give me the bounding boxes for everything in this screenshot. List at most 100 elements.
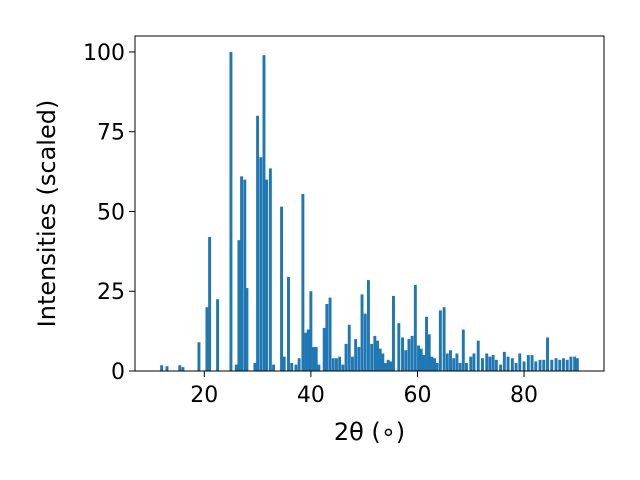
bar-53 bbox=[381, 353, 385, 371]
bar-88 bbox=[494, 359, 498, 371]
bar-21 bbox=[280, 206, 284, 371]
bar-41 bbox=[344, 343, 348, 371]
bar-73 bbox=[442, 307, 446, 371]
bar-72 bbox=[438, 310, 442, 371]
y-tick-label-4: 100 bbox=[83, 41, 125, 66]
bar-9 bbox=[234, 364, 238, 371]
bar-70 bbox=[433, 358, 436, 371]
bar-90 bbox=[502, 351, 506, 371]
bar-68 bbox=[427, 334, 431, 371]
bar-89 bbox=[499, 364, 503, 371]
bar-54 bbox=[384, 363, 387, 371]
y-tick-label-1: 25 bbox=[97, 280, 125, 305]
x-tick-label-0: 20 bbox=[190, 383, 218, 408]
bar-35 bbox=[325, 304, 329, 371]
bar-99 bbox=[538, 359, 542, 371]
bar-108 bbox=[573, 356, 577, 371]
bar-93 bbox=[514, 363, 518, 371]
bar-11 bbox=[240, 176, 244, 371]
bar-97 bbox=[530, 355, 534, 371]
bar-14 bbox=[253, 363, 257, 371]
bar-47 bbox=[363, 313, 367, 371]
bar-91 bbox=[506, 356, 510, 371]
bar-80 bbox=[465, 363, 468, 371]
bar-2 bbox=[178, 365, 182, 371]
bar-87 bbox=[491, 355, 495, 371]
bar-13 bbox=[245, 288, 249, 371]
bar-107 bbox=[569, 356, 573, 371]
bar-106 bbox=[565, 359, 569, 371]
bar-29 bbox=[306, 329, 310, 371]
bar-18 bbox=[265, 179, 269, 371]
bar-65 bbox=[419, 348, 423, 371]
bar-63 bbox=[413, 284, 417, 371]
bar-109 bbox=[575, 358, 579, 371]
bar-75 bbox=[449, 350, 452, 371]
bar-57 bbox=[392, 296, 395, 371]
x-ticks-group: 20 40 60 80 bbox=[190, 371, 538, 408]
bar-101 bbox=[546, 337, 549, 371]
bar-42 bbox=[347, 324, 351, 371]
bar-0 bbox=[160, 365, 164, 371]
bar-52 bbox=[378, 348, 382, 371]
bar-6 bbox=[208, 237, 212, 371]
bar-59 bbox=[401, 337, 405, 371]
bar-84 bbox=[481, 358, 484, 371]
bar-60 bbox=[404, 350, 408, 371]
bar-38 bbox=[334, 358, 338, 371]
bar-103 bbox=[554, 358, 558, 371]
bar-16 bbox=[259, 157, 263, 371]
bar-37 bbox=[331, 358, 335, 371]
bar-27 bbox=[301, 193, 305, 371]
bar-64 bbox=[417, 345, 420, 371]
bar-49 bbox=[370, 343, 374, 371]
bar-40 bbox=[341, 364, 345, 371]
bar-86 bbox=[488, 356, 492, 371]
bar-102 bbox=[550, 359, 554, 371]
bar-5 bbox=[205, 307, 209, 371]
bar-1 bbox=[165, 366, 169, 371]
bar-94 bbox=[518, 353, 522, 371]
bar-51 bbox=[376, 340, 379, 371]
bar-32 bbox=[314, 347, 318, 371]
bar-82 bbox=[472, 353, 476, 371]
y-ticks-group: 0 25 50 75 100 bbox=[83, 41, 135, 385]
bar-77 bbox=[455, 353, 459, 371]
bar-66 bbox=[422, 355, 426, 371]
bar-56 bbox=[389, 361, 393, 371]
bar-83 bbox=[476, 340, 480, 371]
y-tick-label-0: 0 bbox=[111, 360, 125, 385]
bar-15 bbox=[256, 115, 260, 371]
bar-20 bbox=[272, 364, 276, 371]
x-tick-label-1: 40 bbox=[297, 383, 325, 408]
bar-71 bbox=[435, 363, 439, 371]
bar-36 bbox=[328, 297, 332, 371]
bar-96 bbox=[526, 355, 530, 371]
bar-31 bbox=[312, 347, 315, 371]
bar-100 bbox=[542, 359, 546, 371]
bar-23 bbox=[287, 276, 290, 371]
bar-67 bbox=[425, 316, 428, 371]
bar-26 bbox=[297, 358, 301, 371]
x-axis-label: 2θ (∘) bbox=[334, 418, 405, 446]
bar-98 bbox=[534, 361, 538, 371]
x-tick-label-3: 80 bbox=[510, 383, 538, 408]
bar-79 bbox=[461, 329, 465, 371]
x-tick-label-2: 60 bbox=[403, 383, 431, 408]
bar-81 bbox=[469, 356, 473, 371]
y-tick-label-3: 75 bbox=[97, 121, 125, 146]
bar-43 bbox=[350, 356, 354, 371]
bar-48 bbox=[366, 280, 370, 371]
bar-7 bbox=[216, 299, 220, 371]
bar-76 bbox=[452, 358, 456, 371]
bar-69 bbox=[430, 356, 434, 371]
bar-55 bbox=[386, 359, 390, 371]
bar-46 bbox=[360, 294, 364, 371]
bar-24 bbox=[290, 363, 294, 371]
bar-17 bbox=[262, 55, 266, 371]
bar-3 bbox=[181, 367, 185, 371]
bar-45 bbox=[357, 347, 361, 371]
bar-95 bbox=[522, 361, 526, 371]
bar-34 bbox=[322, 327, 326, 371]
bar-4 bbox=[197, 342, 201, 371]
